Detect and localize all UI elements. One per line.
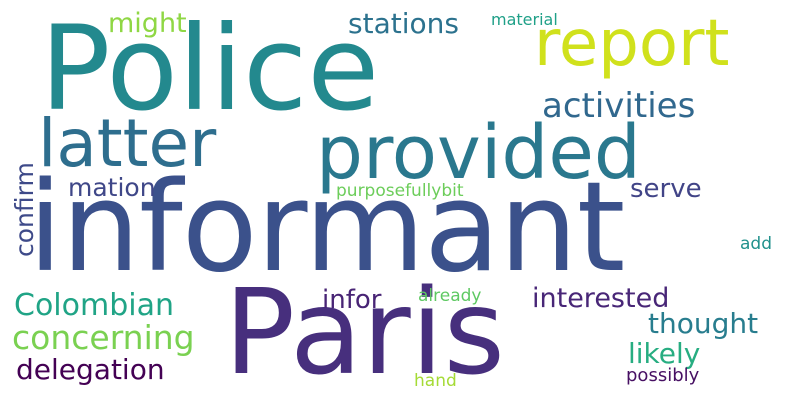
- word-material: material: [491, 10, 558, 29]
- word-police: Police: [40, 0, 380, 137]
- word-interested: interested: [532, 283, 670, 314]
- word-stations: stations: [348, 7, 459, 40]
- word-concerning: concerning: [12, 318, 195, 357]
- word-might: might: [108, 8, 187, 39]
- word-thought: thought: [648, 307, 759, 340]
- word-serve: serve: [630, 174, 702, 204]
- word-delegation: delegation: [16, 353, 165, 386]
- word-already: already: [418, 286, 482, 306]
- word-add: add: [740, 234, 772, 254]
- word-activities: activities: [542, 86, 696, 126]
- word-provided: provided: [316, 110, 641, 196]
- word-hand: hand: [414, 371, 457, 391]
- word-purposefullybit: purposefullybit: [336, 181, 464, 201]
- word-mation: mation: [68, 173, 156, 202]
- word-report: report: [534, 7, 730, 81]
- word-latter: latter: [38, 105, 217, 182]
- word-paris: Paris: [224, 263, 505, 401]
- word-colombian: Colombian: [14, 288, 174, 323]
- word-likely: likely: [628, 337, 701, 370]
- word-possibly: possibly: [626, 365, 700, 386]
- word-infor: infor: [322, 285, 382, 315]
- word-informant: informant: [28, 156, 625, 300]
- word-confirm: confirm: [10, 162, 39, 257]
